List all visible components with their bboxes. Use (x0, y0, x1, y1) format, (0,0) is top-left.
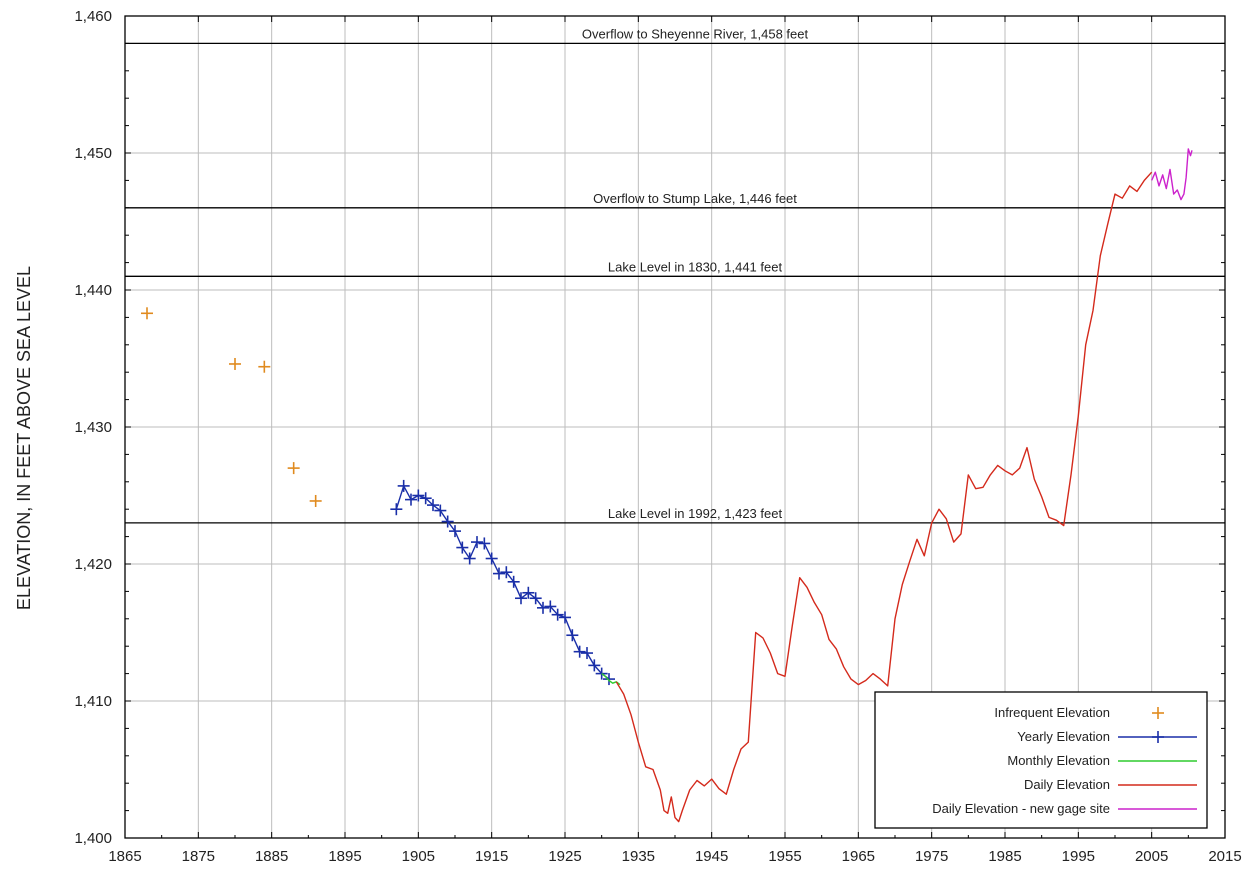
reference-line-label: Overflow to Stump Lake, 1,446 feet (593, 191, 797, 206)
series-daily-elevation-new-gage-site (1151, 148, 1193, 201)
y-tick-label: 1,460 (74, 8, 112, 25)
reference-line-label: Overflow to Sheyenne River, 1,458 feet (582, 26, 809, 41)
series-yearly-elevation (390, 479, 615, 686)
ticks: 1865 1875 1885 1895 1905 1915 1925 1935 1945 1955… (74, 8, 1241, 865)
y-tick-label: 1,400 (74, 830, 112, 847)
x-tick-label: 1925 (548, 848, 581, 865)
x-tick-label: 1905 (402, 848, 435, 865)
reference-line-label: Lake Level in 1992, 1,423 feet (608, 506, 783, 521)
plot-frame (124, 15, 1226, 839)
x-tick-label: 1995 (1062, 848, 1095, 865)
x-tick-label: 1915 (475, 848, 508, 865)
legend-label-daily: Daily Elevation (1024, 777, 1110, 792)
y-axis-label: ELEVATION, IN FEET ABOVE SEA LEVEL (14, 266, 34, 610)
series-infrequent-elevation (141, 307, 322, 507)
series-line (395, 485, 610, 680)
x-tick-label: 2005 (1135, 848, 1168, 865)
x-tick-label: 1955 (768, 848, 801, 865)
legend-label-yearly: Yearly Elevation (1017, 729, 1110, 744)
legend-box (874, 691, 1208, 829)
x-tick-label: 1895 (328, 848, 361, 865)
x-tick-label: 1875 (182, 848, 215, 865)
series-line (615, 171, 1153, 823)
x-tick-label: 1945 (695, 848, 728, 865)
legend-label-new-gage: Daily Elevation - new gage site (932, 801, 1110, 816)
y-tick-label: 1,430 (74, 419, 112, 436)
series-line (1151, 148, 1193, 201)
reference-lines: Overflow to Sheyenne River, 1,458 feet Ov… (125, 26, 1225, 524)
reference-line-label: Lake Level in 1830, 1,441 feet (608, 259, 783, 274)
legend: Infrequent Elevation Yearly Elevation Mo… (874, 691, 1208, 829)
data-series (141, 148, 1193, 823)
series-daily-elevation (615, 171, 1153, 823)
x-tick-label: 1885 (255, 848, 288, 865)
legend-label-monthly: Monthly Elevation (1007, 753, 1110, 768)
x-tick-label: 1975 (915, 848, 948, 865)
y-tick-label: 1,410 (74, 693, 112, 710)
x-tick-label: 1865 (108, 848, 141, 865)
y-tick-label: 1,440 (74, 282, 112, 299)
y-tick-label: 1,420 (74, 556, 112, 573)
x-tick-label: 1985 (988, 848, 1021, 865)
legend-label-infrequent: Infrequent Elevation (994, 705, 1110, 720)
x-tick-label: 2015 (1208, 848, 1241, 865)
x-tick-label: 1935 (622, 848, 655, 865)
x-tick-label: 1965 (842, 848, 875, 865)
y-tick-label: 1,450 (74, 145, 112, 162)
legend-samples (1118, 707, 1197, 810)
